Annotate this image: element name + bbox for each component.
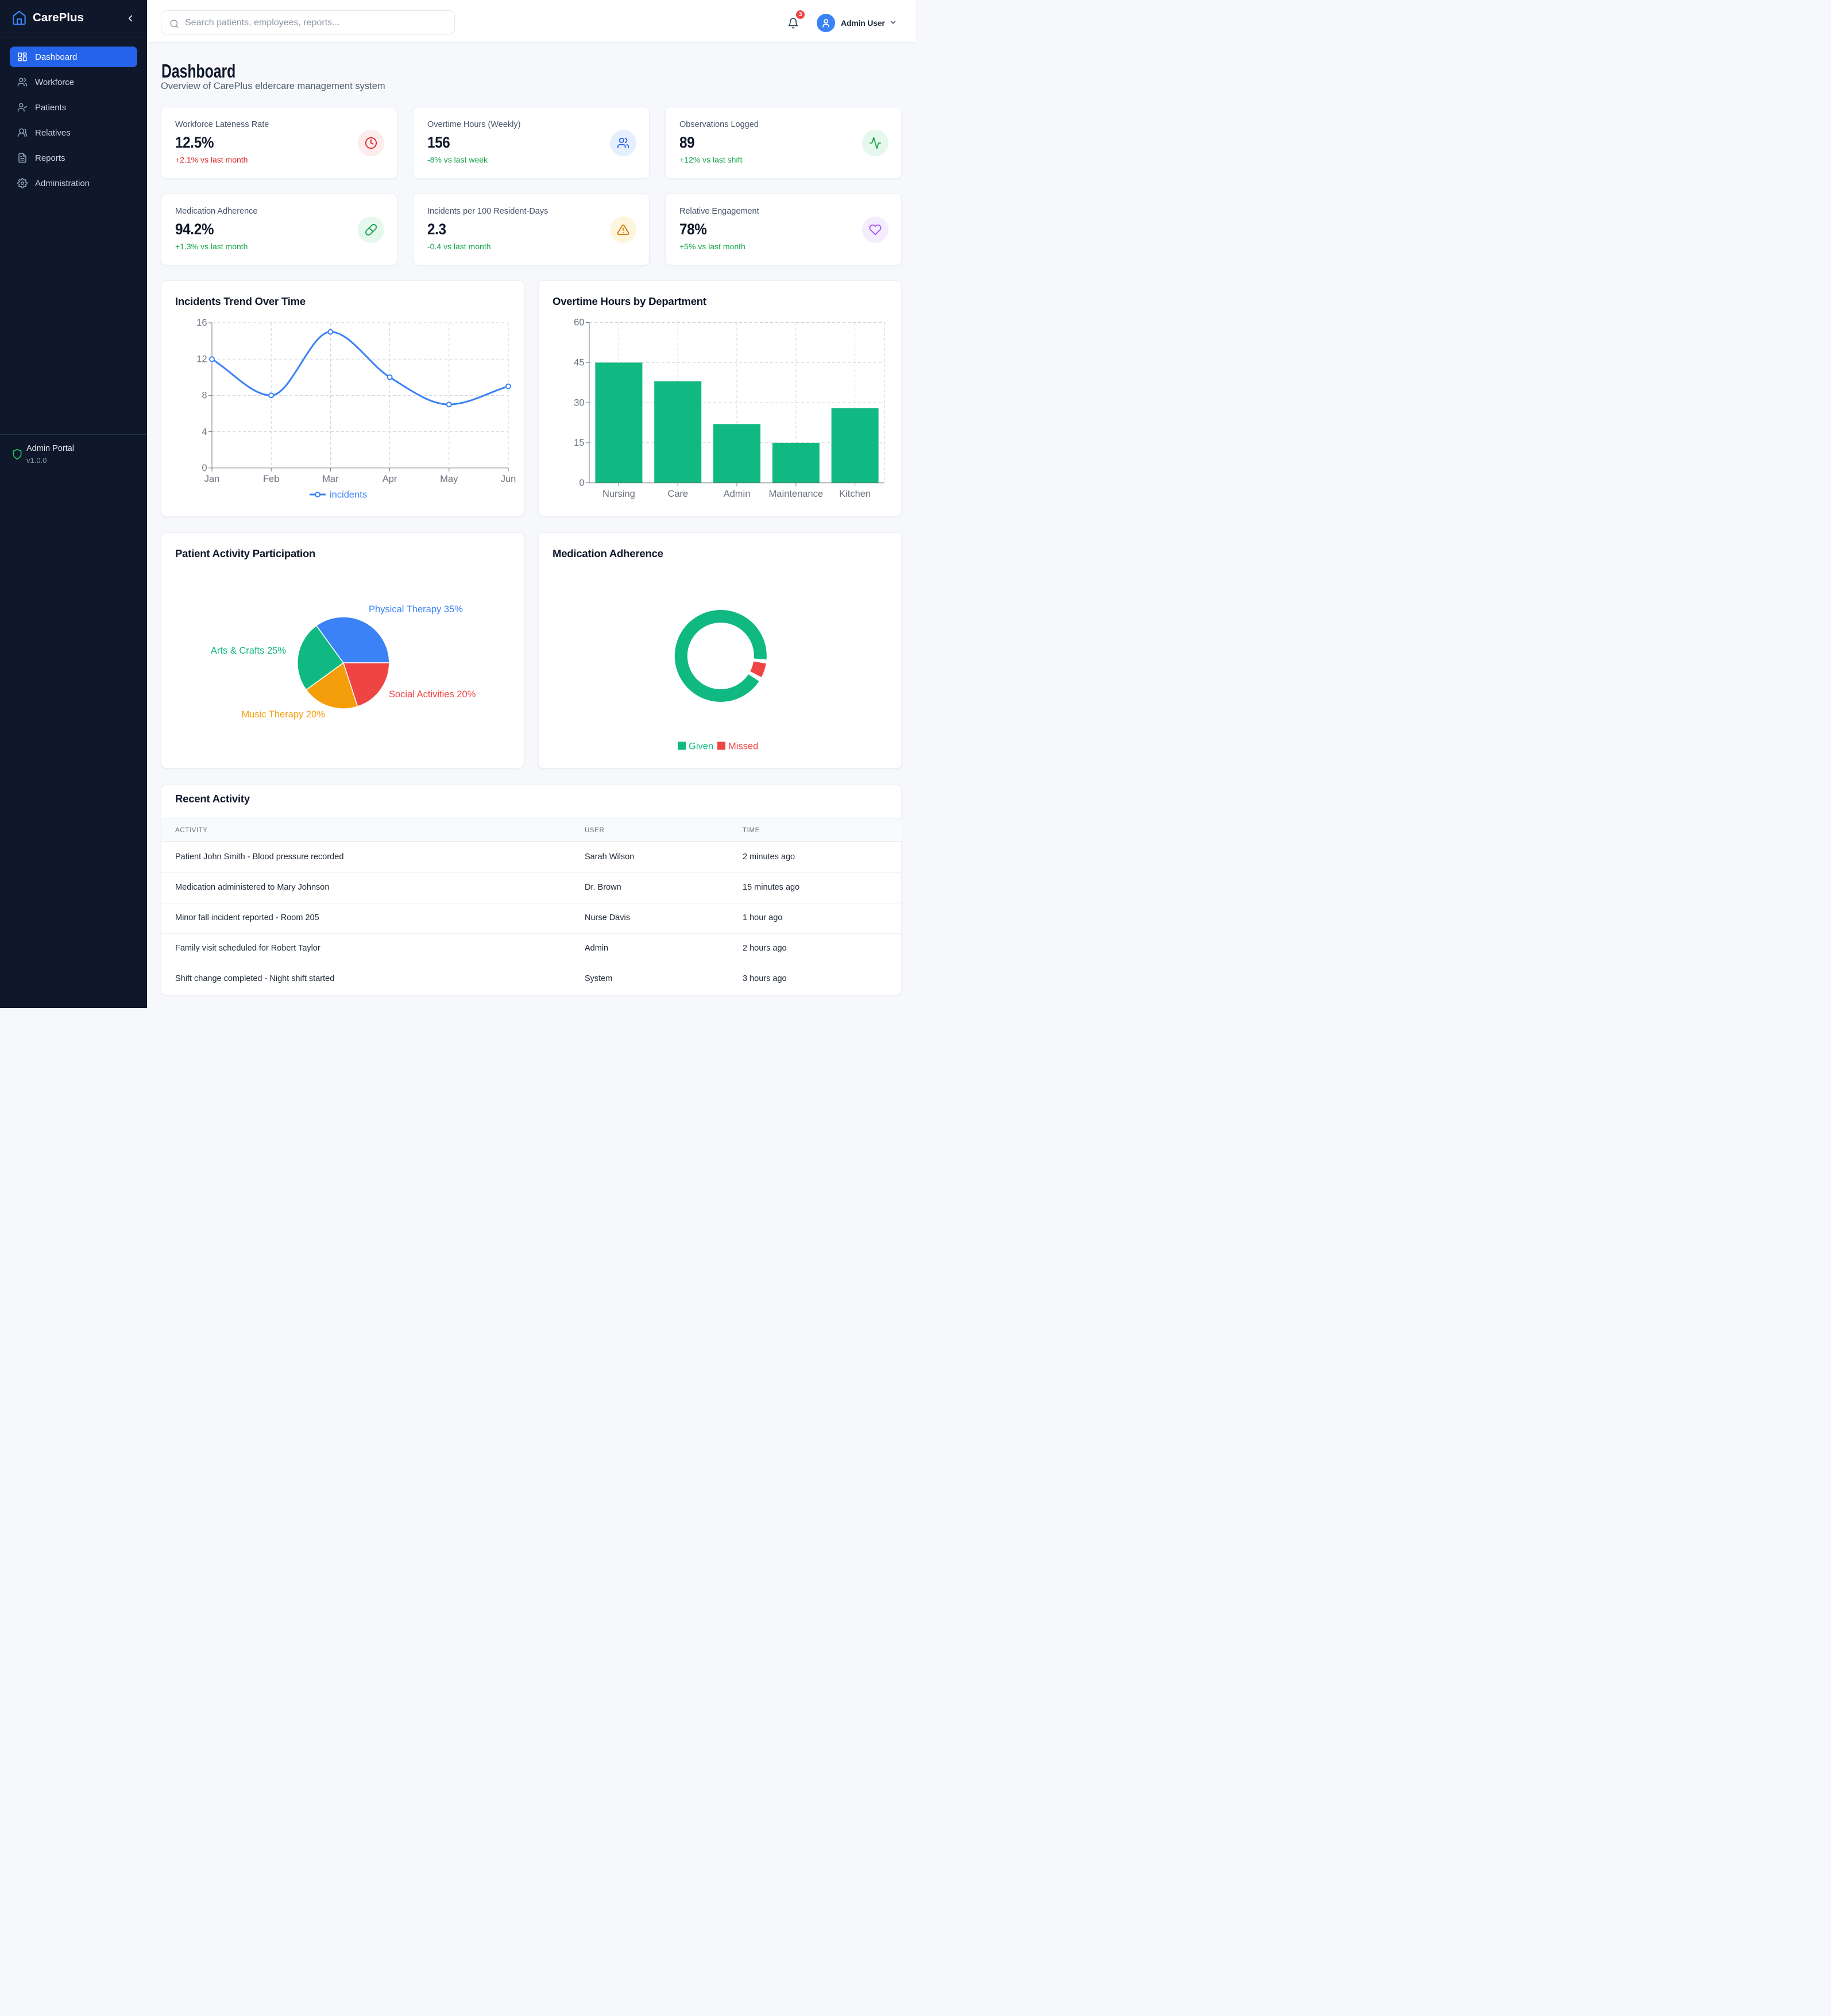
- svg-text:30: 30: [574, 397, 584, 408]
- svg-text:16: 16: [196, 318, 207, 328]
- svg-text:15: 15: [574, 438, 584, 448]
- svg-text:Mar: Mar: [322, 474, 339, 484]
- svg-text:Admin: Admin: [724, 489, 751, 499]
- svg-text:Given: Given: [689, 741, 713, 752]
- svg-text:60: 60: [574, 318, 584, 328]
- svg-text:incidents: incidents: [330, 490, 367, 500]
- svg-text:0: 0: [579, 478, 584, 488]
- svg-text:0: 0: [202, 463, 207, 473]
- svg-text:Feb: Feb: [263, 474, 279, 484]
- svg-text:May: May: [440, 474, 458, 484]
- svg-text:Nursing: Nursing: [602, 489, 635, 499]
- svg-text:12: 12: [196, 354, 207, 364]
- svg-text:Maintenance: Maintenance: [769, 489, 823, 499]
- svg-text:Jan: Jan: [204, 474, 220, 484]
- svg-text:45: 45: [574, 358, 584, 368]
- svg-text:Missed: Missed: [728, 741, 758, 752]
- svg-text:8: 8: [202, 391, 207, 401]
- svg-text:Social Activities 20%: Social Activities 20%: [389, 689, 476, 700]
- svg-text:Music Therapy 20%: Music Therapy 20%: [241, 709, 325, 720]
- svg-text:Apr: Apr: [383, 474, 397, 484]
- svg-text:Kitchen: Kitchen: [839, 489, 871, 499]
- svg-text:Care: Care: [667, 489, 688, 499]
- svg-text:Arts & Crafts 25%: Arts & Crafts 25%: [211, 646, 286, 656]
- svg-text:Physical Therapy 35%: Physical Therapy 35%: [369, 604, 463, 615]
- svg-text:4: 4: [202, 427, 207, 437]
- svg-text:Jun: Jun: [501, 474, 516, 484]
